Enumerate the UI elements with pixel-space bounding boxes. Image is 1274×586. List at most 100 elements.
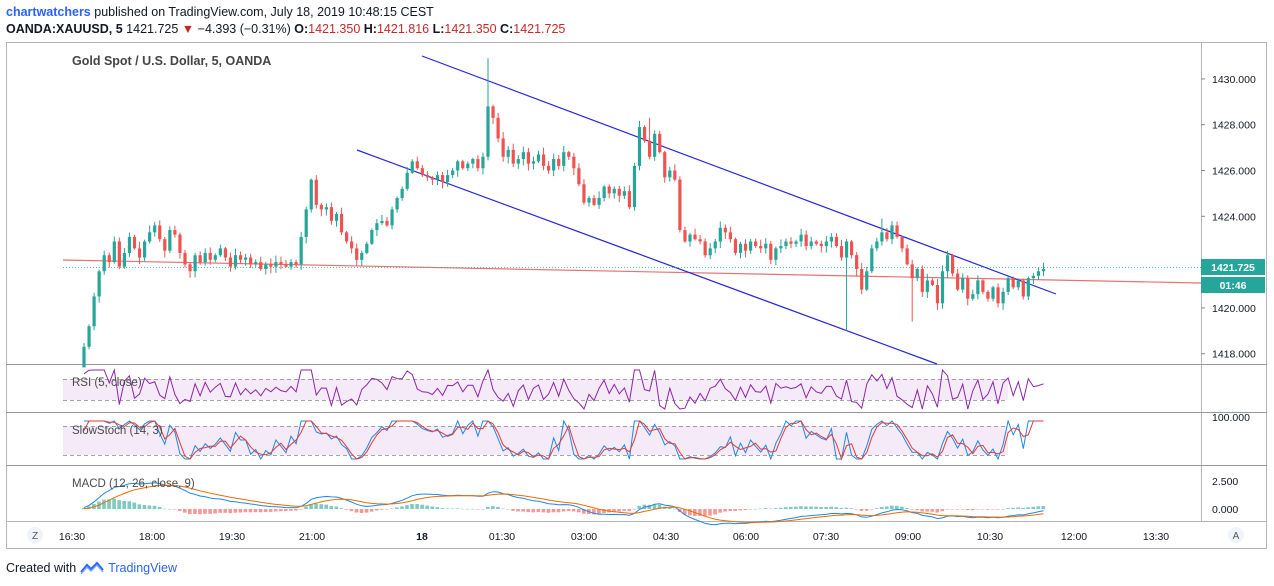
candle-body bbox=[415, 161, 419, 169]
zoom-button-label: Z bbox=[32, 531, 38, 542]
macd-histogram-bar bbox=[526, 509, 530, 513]
candle-body bbox=[324, 207, 328, 210]
macd-histogram-bar bbox=[137, 504, 142, 509]
candle-body bbox=[183, 252, 187, 265]
macd-histogram-bar bbox=[102, 499, 106, 509]
candle-body bbox=[158, 225, 162, 240]
stoch-pane[interactable]: SlowStoch (14, 3) 100.000 bbox=[63, 412, 1250, 461]
publisher-name[interactable]: chartwatchers bbox=[6, 5, 91, 19]
price-axis[interactable]: 1418.0001420.0001422.0001424.0001426.000… bbox=[1201, 74, 1256, 361]
candle-body bbox=[345, 232, 349, 242]
stoch-axis-label: 100.000 bbox=[1212, 412, 1250, 424]
macd-histogram-bar bbox=[344, 509, 349, 510]
candle-body bbox=[653, 133, 657, 157]
channel-lower-line[interactable] bbox=[356, 149, 938, 365]
candle-body bbox=[612, 188, 616, 194]
candle-body bbox=[370, 230, 374, 244]
candle-body bbox=[143, 241, 147, 258]
rsi-pane[interactable]: RSI (5, close) bbox=[63, 368, 1044, 410]
candle-body bbox=[547, 165, 551, 171]
macd-histogram-bar bbox=[536, 509, 541, 513]
macd-histogram-bar bbox=[698, 509, 702, 516]
candle-body bbox=[491, 106, 495, 118]
last-price: 1421.725 bbox=[126, 22, 179, 36]
candle-body bbox=[855, 255, 859, 269]
time-axis[interactable]: 16:30 18:00 19:30 21:00 18 01:30 03:00 04:30 06:… bbox=[59, 531, 1169, 543]
candle-body bbox=[769, 243, 773, 260]
time-tick-label: 09:00 bbox=[895, 531, 921, 543]
candle-body bbox=[860, 268, 864, 290]
zoom-reset-button[interactable] bbox=[27, 527, 43, 543]
countdown-badge bbox=[1201, 277, 1265, 293]
candle-body bbox=[471, 159, 475, 164]
macd-histogram-bar bbox=[183, 509, 187, 513]
candle-body bbox=[1036, 271, 1041, 276]
macd-histogram-bar bbox=[799, 506, 803, 509]
tradingview-brand[interactable]: TradingView bbox=[108, 561, 177, 575]
macd-histogram-bar bbox=[960, 509, 965, 510]
macd-histogram-bar bbox=[1016, 507, 1020, 509]
macd-histogram-bar bbox=[612, 509, 616, 512]
candle-body bbox=[602, 186, 606, 198]
macd-histogram-bar bbox=[824, 506, 828, 509]
macd-histogram-bar bbox=[688, 509, 692, 516]
macd-histogram-bar bbox=[349, 509, 354, 512]
rsi-band bbox=[63, 379, 1008, 400]
macd-histogram-bar bbox=[708, 509, 712, 516]
macd-histogram-bar bbox=[299, 509, 303, 510]
candle-body bbox=[1041, 268, 1046, 272]
macd-histogram-bar bbox=[1041, 506, 1046, 509]
candle-body bbox=[824, 241, 828, 247]
candle-body bbox=[718, 227, 722, 242]
macd-pane[interactable]: MACD (12, 26, close, 9) 2.500 0.000 bbox=[72, 476, 1238, 526]
auto-scale-button[interactable] bbox=[1228, 527, 1244, 543]
macd-histogram-bar bbox=[783, 507, 788, 509]
candle-body bbox=[334, 214, 339, 221]
candle-body bbox=[850, 241, 854, 256]
macd-histogram-bar bbox=[1036, 506, 1041, 509]
candle-body bbox=[314, 179, 318, 205]
candle-body bbox=[723, 227, 727, 233]
macd-histogram-bar bbox=[652, 504, 657, 509]
candle-body bbox=[92, 296, 96, 327]
candle-body bbox=[355, 248, 359, 260]
macd-axis-label-top: 2.500 bbox=[1212, 476, 1238, 488]
macd-histogram-bar bbox=[107, 499, 111, 509]
candle-body bbox=[799, 234, 803, 242]
candle-body bbox=[223, 248, 227, 258]
candle-body bbox=[577, 168, 581, 185]
candle-body bbox=[728, 232, 732, 240]
candle-body bbox=[117, 241, 121, 267]
macd-histogram-bar bbox=[733, 509, 738, 511]
candle-body bbox=[87, 326, 91, 347]
candle-body bbox=[935, 285, 940, 304]
macd-histogram-bar bbox=[581, 509, 586, 514]
candle-body bbox=[754, 241, 758, 247]
candle-body bbox=[991, 287, 995, 299]
candle-body bbox=[572, 156, 576, 169]
macd-histogram-bar bbox=[844, 507, 849, 509]
macd-histogram-bar bbox=[177, 509, 182, 512]
candle-body bbox=[132, 236, 137, 249]
candle-body bbox=[430, 177, 435, 180]
macd-histogram-bar bbox=[602, 509, 606, 513]
candle-body bbox=[168, 230, 172, 251]
price-tick-label: 1426.000 bbox=[1212, 166, 1256, 178]
macd-histogram-bar bbox=[985, 509, 990, 510]
channel-upper-line[interactable] bbox=[421, 55, 1057, 295]
macd-histogram-bar bbox=[890, 505, 894, 509]
candle-body bbox=[708, 248, 712, 256]
candle-body bbox=[1031, 275, 1035, 279]
candle-body bbox=[920, 268, 924, 292]
macd-histogram-bar bbox=[541, 509, 546, 513]
last-price-badge bbox=[1201, 259, 1265, 275]
candle-body bbox=[804, 234, 808, 247]
candle-body bbox=[789, 241, 793, 244]
open-value: 1421.350 bbox=[308, 22, 361, 36]
candle-body bbox=[809, 241, 813, 247]
candle-body bbox=[526, 152, 530, 164]
horizontal-trendline[interactable] bbox=[62, 259, 1202, 284]
candle-body bbox=[213, 255, 217, 260]
drawings[interactable] bbox=[62, 55, 1202, 365]
